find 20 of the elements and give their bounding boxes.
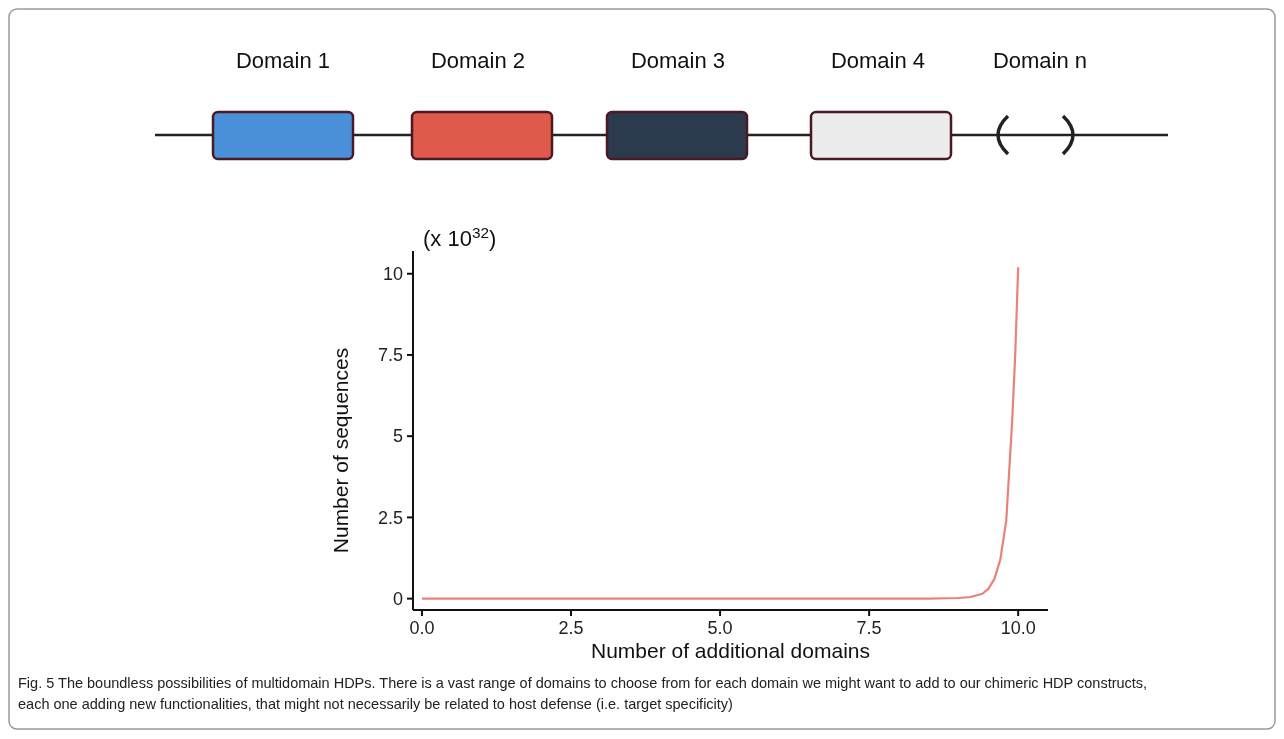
text: Domain 2: [430, 48, 526, 73]
y-tick-label: 7.5: [377, 345, 403, 366]
text: Domain 1: [235, 48, 331, 73]
annotation: (x 10$^{32}$): [423, 223, 497, 251]
x-tick-label: 10.0: [1000, 618, 1036, 638]
x-tick-label: 2.5: [558, 618, 584, 638]
x-tick-label: 5.0: [707, 618, 733, 638]
x-tick-label: 0.0: [409, 618, 435, 638]
y-axis-title: Number of sequences: [329, 347, 352, 554]
x-tick-label: 7.5: [856, 618, 882, 638]
text: Domain 4: [830, 48, 926, 73]
y-tick-label: 2.5: [377, 507, 403, 528]
y-tick-label: 0: [392, 588, 403, 609]
text: Domain n: [992, 48, 1088, 73]
caption: Fig. 5 The boundless possibilities of multidomain HDPs. There is a vast range of domains to choose from for each domain we might want to add to our chimeric HDP constructs, each one adding new functionalities, that might not necessarily be related to host defense (i.e. target specificity): [18, 675, 1148, 712]
x-axis-title: Number of additional domains: [591, 639, 870, 662]
y-tick-label: 5: [392, 426, 403, 447]
y-tick-label: 10: [382, 264, 403, 285]
text: Domain 3: [630, 48, 726, 73]
line-series: [420, 266, 1020, 600]
